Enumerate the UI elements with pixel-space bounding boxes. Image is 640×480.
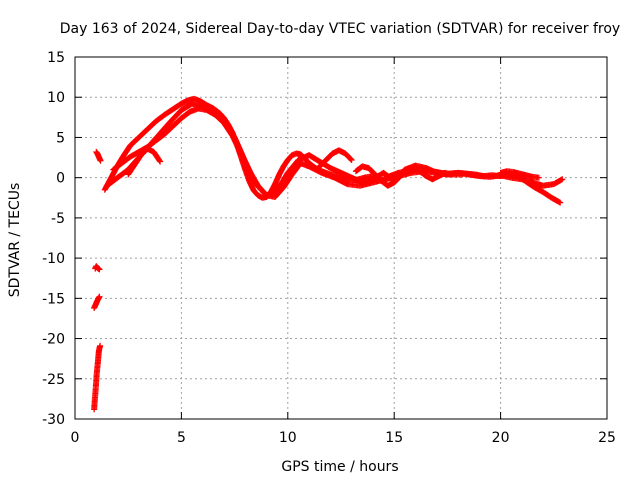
- data-track-9: [316, 147, 355, 170]
- y-tick-label: 10: [47, 90, 65, 106]
- data-track-10: [352, 163, 449, 189]
- plot-frame: [74, 56, 608, 420]
- x-tick-label: 25: [598, 430, 616, 446]
- y-axis-label: SDTVAR / TECUs: [7, 183, 23, 298]
- data-point: [557, 199, 564, 206]
- x-tick-label: 0: [71, 430, 80, 446]
- x-tick-label: 10: [279, 430, 297, 446]
- x-tick-label: 20: [492, 430, 510, 446]
- data-point: [347, 156, 354, 163]
- axes: 0 5 10 15 20 25 -30 -25 -20 -15 -10 -5 0 5 10 15: [42, 50, 616, 446]
- data-track-8: [125, 145, 164, 178]
- data-track-3: [91, 293, 103, 311]
- y-tick-label: -10: [42, 251, 65, 267]
- data-track-1: [93, 148, 104, 164]
- data-point: [97, 342, 104, 349]
- data-track-6: [103, 100, 566, 199]
- x-tick-label: 5: [177, 430, 186, 446]
- data-point: [459, 171, 466, 178]
- grid: [75, 57, 607, 419]
- y-tick-label: 5: [56, 130, 65, 146]
- data-points: [91, 95, 566, 413]
- data-track-11: [497, 168, 542, 181]
- y-tick-label: -5: [51, 211, 65, 227]
- y-tick-label: -30: [42, 412, 65, 428]
- x-axis-label: GPS time / hours: [281, 459, 398, 475]
- data-point: [559, 176, 566, 183]
- chart-title: Day 163 of 2024, Sidereal Day-to-day VTE…: [60, 21, 620, 37]
- data-point: [348, 156, 355, 163]
- data-track-4: [91, 342, 104, 413]
- data-point: [96, 266, 103, 273]
- data-point: [157, 158, 164, 165]
- x-tick-label: 15: [385, 430, 403, 446]
- y-tick-label: -20: [42, 332, 65, 348]
- y-tick-label: -25: [42, 372, 65, 388]
- y-tick-label: -15: [42, 291, 65, 307]
- data-point: [96, 293, 103, 300]
- y-tick-label: 0: [56, 171, 65, 187]
- data-point: [442, 169, 449, 176]
- data-point: [97, 157, 104, 164]
- y-tick-label: 15: [47, 50, 65, 66]
- data-point: [535, 174, 542, 181]
- data-track-2: [92, 263, 103, 273]
